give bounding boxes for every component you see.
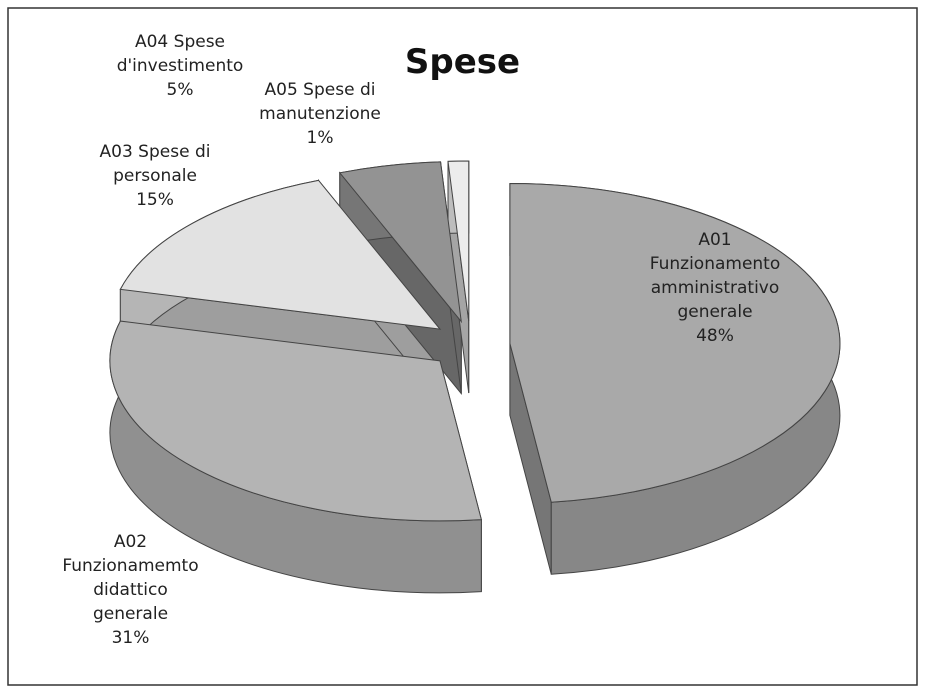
slice bbox=[447, 160, 470, 322]
data-label: A04 Spese d'investimento 5% bbox=[100, 30, 260, 102]
slice bbox=[338, 161, 462, 324]
chart-title: Spese bbox=[404, 42, 521, 82]
value-label: 15% bbox=[136, 190, 174, 210]
value-label: 48% bbox=[696, 326, 734, 346]
data-label: A01 Funzionamento amministrativo general… bbox=[640, 228, 790, 348]
data-label: A02 Funzionamemto didattico generale 31% bbox=[58, 530, 203, 650]
value-label: 31% bbox=[111, 628, 150, 648]
category-label: A03 Spese di personale bbox=[99, 142, 211, 186]
value-label: 1% bbox=[306, 128, 334, 148]
data-label: A03 Spese di personale 15% bbox=[70, 140, 240, 212]
slice bbox=[509, 182, 841, 503]
slice bbox=[119, 179, 442, 330]
value-label: 5% bbox=[166, 80, 194, 100]
data-label: A05 Spese di manutenzione 1% bbox=[245, 78, 395, 150]
slice bbox=[109, 320, 482, 522]
category-label: A01 Funzionamento amministrativo general… bbox=[649, 230, 781, 322]
category-label: A02 Funzionamemto didattico generale bbox=[62, 532, 199, 624]
category-label: A05 Spese di manutenzione bbox=[259, 80, 381, 124]
category-label: A04 Spese d'investimento bbox=[116, 32, 244, 76]
